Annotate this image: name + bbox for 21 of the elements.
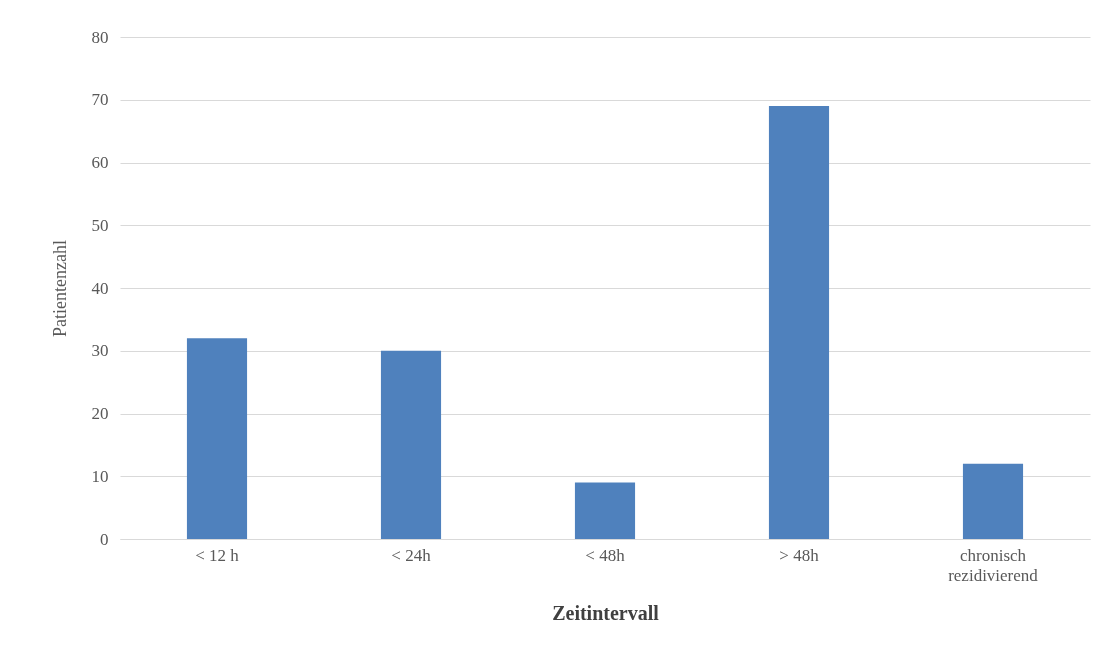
y-tick-label: 0 [100, 529, 109, 549]
bar [380, 350, 442, 539]
bar [962, 463, 1024, 539]
y-tick-label: 20 [91, 404, 109, 423]
x-tick-label: < 48h [585, 545, 626, 565]
bar [186, 338, 248, 539]
y-tick-label: 30 [91, 341, 109, 361]
bar [768, 106, 830, 539]
x-tick-label: < 24h [391, 545, 432, 565]
y-tick-label: 10 [91, 466, 109, 486]
y-tick-label: 70 [91, 90, 109, 110]
y-tick-label: 50 [91, 215, 109, 235]
x-tick-label: > 48h [779, 545, 820, 565]
x-tick-label: < 12 h [195, 545, 240, 565]
x-axis-title: Zeitintervall [552, 601, 660, 624]
y-axis-title: Patientenzahl [49, 240, 70, 337]
x-tick-label: chronisch rezidivierend [948, 545, 1039, 585]
y-tick-label: 40 [91, 278, 109, 298]
bar [574, 482, 636, 539]
y-tick-label: 60 [91, 153, 109, 172]
y-tick-label: 80 [91, 27, 109, 47]
